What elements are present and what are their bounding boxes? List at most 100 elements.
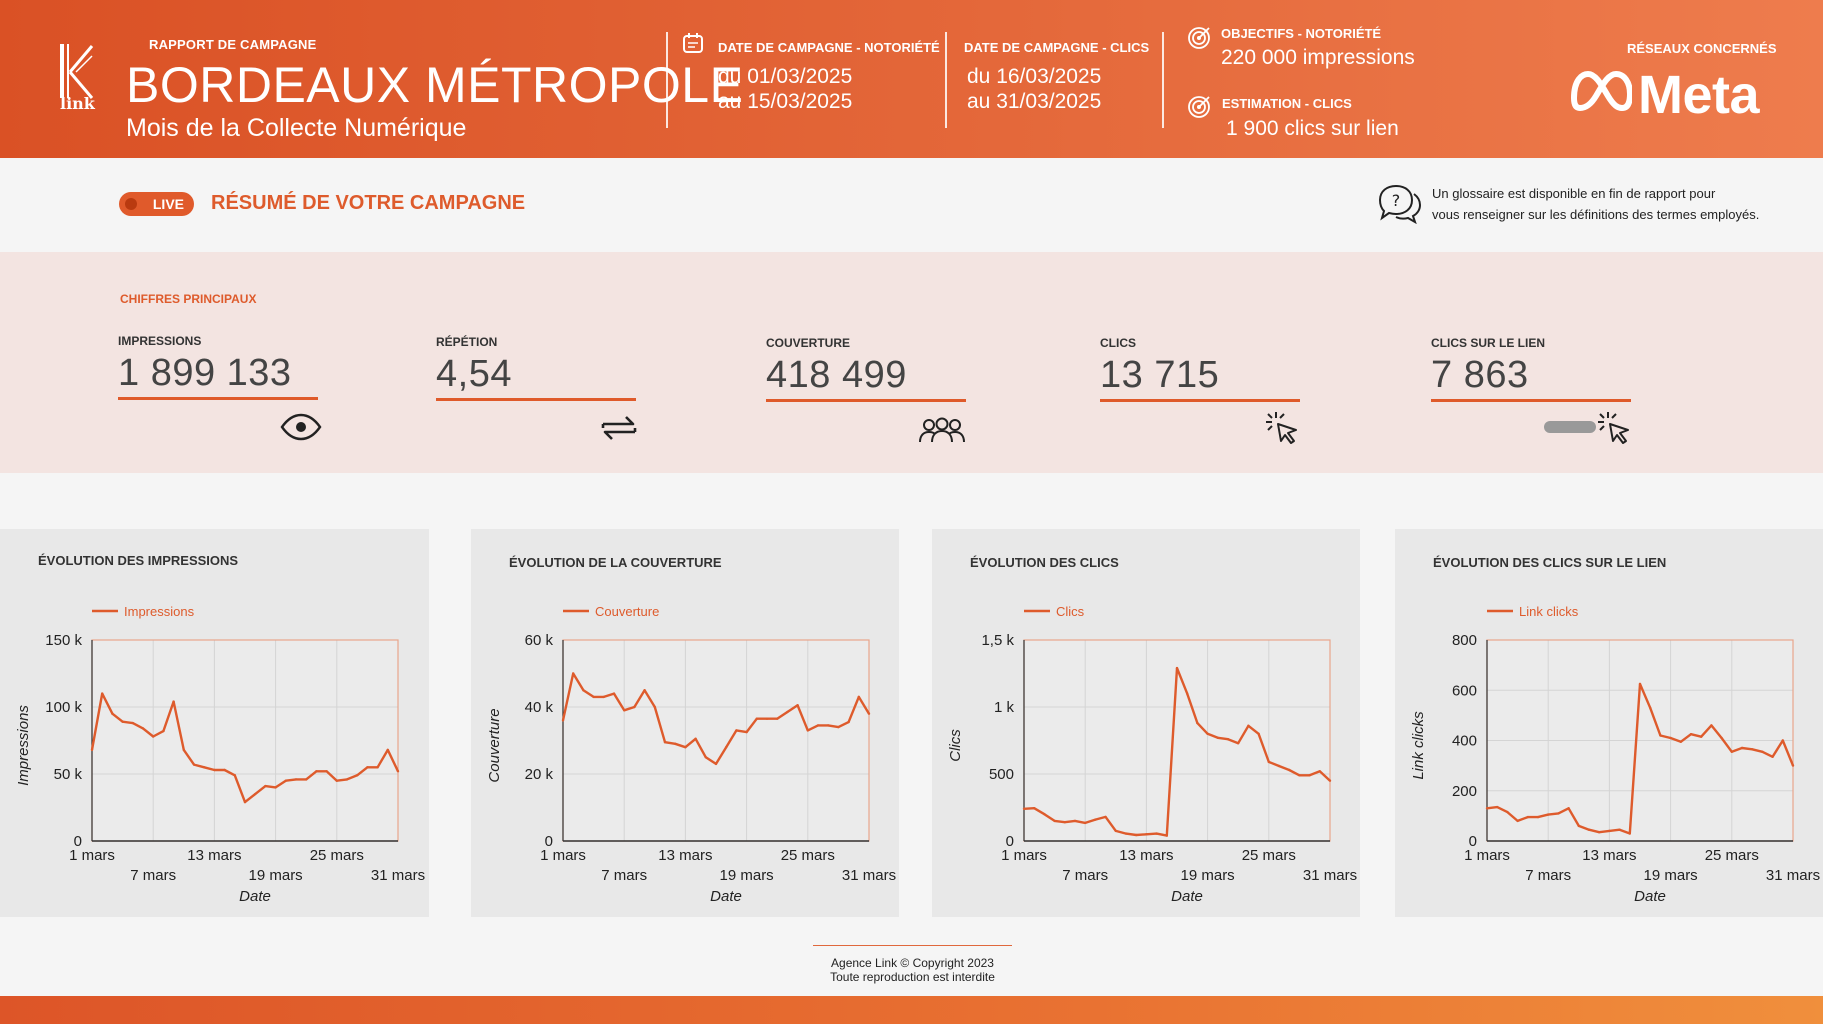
- kpi-label: CLICS: [1100, 336, 1136, 350]
- kpi-value: 1 899 133: [118, 352, 292, 394]
- legend-label: Couverture: [595, 604, 659, 619]
- live-badge: LIVE: [119, 192, 194, 216]
- data-point: [192, 763, 196, 766]
- data-point: [1740, 746, 1744, 750]
- data-point: [213, 768, 216, 772]
- data-point: [1730, 750, 1733, 753]
- y-tick-label: 200: [1452, 783, 1477, 800]
- bottom-accent-bar: [0, 996, 1823, 1024]
- data-point: [386, 748, 389, 752]
- kpi-coverage: COUVERTURE 418 499: [766, 336, 966, 402]
- y-tick-label: 1,5 k: [981, 632, 1014, 649]
- data-point: [572, 672, 575, 675]
- data-point: [674, 742, 677, 745]
- meta-wordmark: Meta: [1638, 65, 1760, 125]
- data-point: [294, 778, 298, 781]
- y-tick-label: 1 k: [994, 699, 1015, 716]
- data-point: [1577, 824, 1580, 828]
- data-point: [1485, 807, 1489, 810]
- x-tick-label: 31 mars: [842, 867, 896, 884]
- clicks-chart: 0 500 1 k 1,5 k 1 mars 7 mars 13 mars 19 mars 25…: [947, 604, 1357, 905]
- data-point: [653, 705, 656, 709]
- networks-label: RÉSEAUX CONCERNÉS: [1627, 41, 1777, 56]
- data-point: [1700, 735, 1703, 738]
- y-tick-label: 50 k: [54, 766, 83, 783]
- data-point: [1689, 733, 1693, 736]
- data-point: [827, 724, 830, 727]
- data-point: [305, 778, 308, 781]
- data-point: [1267, 760, 1270, 764]
- data-point: [1557, 812, 1560, 815]
- data-point: [162, 729, 165, 733]
- page-subtitle: Mois de la Collecte Numérique: [126, 114, 467, 142]
- data-point: [806, 729, 809, 732]
- data-point: [1781, 739, 1784, 742]
- y-tick-label: 0: [1469, 833, 1477, 850]
- data-point: [847, 720, 850, 724]
- kpi-label: RÉPÉTION: [436, 335, 498, 349]
- data-point: [1567, 807, 1570, 810]
- live-label: LIVE: [152, 196, 184, 212]
- data-point: [172, 700, 175, 703]
- data-point: [1638, 682, 1642, 686]
- report-header: link RAPPORT DE CAMPAGNE BORDEAUX MÉTROP…: [0, 0, 1823, 158]
- x-tick-label: 31 mars: [371, 867, 425, 884]
- kpi-label: IMPRESSIONS: [118, 334, 202, 348]
- data-point: [1587, 828, 1591, 831]
- data-point: [335, 779, 338, 782]
- data-point: [1751, 748, 1754, 751]
- data-point: [1084, 821, 1087, 825]
- header-divider: [945, 32, 947, 128]
- eye-icon: [280, 413, 322, 446]
- data-point: [1247, 724, 1250, 727]
- kpi-underline: [1431, 399, 1631, 402]
- clicks-date-end: au 31/03/2025: [967, 90, 1102, 113]
- data-point: [264, 784, 267, 788]
- data-point: [1526, 815, 1529, 819]
- chart-title: ÉVOLUTION DES CLICS: [970, 555, 1119, 570]
- link-pill-icon: [1544, 421, 1596, 433]
- header-divider: [666, 32, 668, 128]
- data-point: [1124, 832, 1128, 835]
- data-point: [1308, 774, 1311, 777]
- glossary-note: Un glossaire est disponible en fin de ra…: [1432, 183, 1792, 225]
- data-point: [776, 717, 779, 720]
- kpi-value: 13 715: [1100, 354, 1220, 396]
- kpi-label: COUVERTURE: [766, 336, 851, 350]
- kpi-value: 4,54: [436, 353, 512, 395]
- chart-card-link-clicks: ÉVOLUTION DES CLICS SUR LE LIEN 0 200 400 6…: [1395, 529, 1823, 917]
- data-point: [131, 721, 134, 725]
- data-point: [1791, 764, 1795, 767]
- data-point: [1288, 768, 1291, 772]
- data-point: [643, 689, 646, 692]
- data-point: [684, 746, 687, 749]
- legend-label: Clics: [1056, 604, 1085, 619]
- data-point: [182, 748, 185, 752]
- data-point: [315, 770, 318, 773]
- data-point: [152, 735, 155, 738]
- logo-text: link: [60, 94, 95, 113]
- data-point: [582, 689, 585, 692]
- kpi-underline: [118, 397, 318, 400]
- notoriety-date-label: DATE DE CAMPAGNE - NOTORIÉTÉ: [718, 40, 940, 55]
- data-point: [1659, 734, 1662, 737]
- kpi-label: CLICS SUR LE LIEN: [1431, 336, 1546, 350]
- data-point: [1063, 821, 1066, 824]
- data-point: [243, 800, 247, 804]
- data-point: [1516, 819, 1519, 823]
- data-point: [1033, 807, 1036, 810]
- data-point: [1506, 810, 1509, 814]
- x-tick-label: 7 mars: [1525, 867, 1571, 884]
- kpi-underline: [766, 399, 966, 402]
- data-point: [1114, 829, 1117, 833]
- y-axis-title: Clics: [947, 729, 964, 762]
- legend-label: Impressions: [124, 604, 195, 619]
- x-tick-label: 25 mars: [781, 847, 835, 864]
- y-tick-label: 0: [74, 833, 82, 850]
- data-point: [1628, 832, 1631, 835]
- data-point: [254, 792, 257, 796]
- data-point: [1679, 740, 1682, 743]
- kpi-underline: [1100, 399, 1300, 402]
- x-tick-label: 13 mars: [658, 847, 712, 864]
